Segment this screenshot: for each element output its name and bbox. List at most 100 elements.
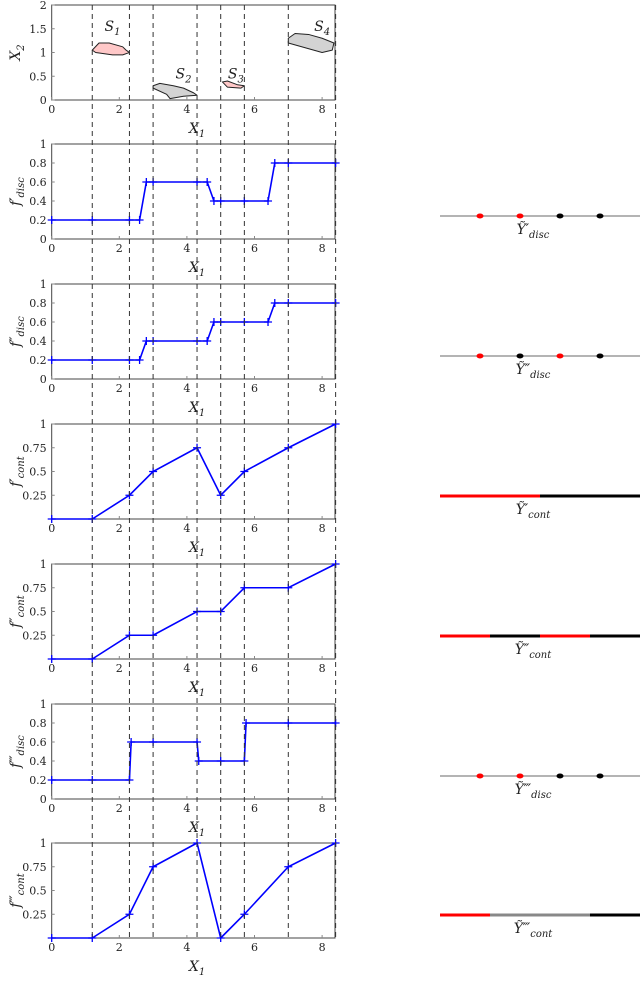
- data-point-marker: [203, 337, 212, 345]
- x-tick-label: 2: [116, 662, 123, 675]
- x-axis-label: X1: [188, 260, 205, 279]
- x-tick-label: 0: [48, 802, 55, 815]
- y-axis-label: X2: [8, 44, 27, 61]
- x-tick-label: 0: [48, 522, 55, 535]
- data-point-marker: [194, 757, 203, 765]
- data-point-marker: [135, 216, 144, 224]
- x-axis-label-sub: 1: [199, 967, 205, 978]
- x-tick-label: 2: [116, 522, 123, 535]
- data-point-marker: [270, 299, 279, 307]
- data-point-marker: [127, 738, 136, 746]
- region-label-s4: S4: [314, 19, 330, 38]
- axis-box: [51, 842, 336, 939]
- x-tick-label: 4: [183, 941, 190, 954]
- series-line: [51, 302, 336, 361]
- region-label-s4-sub: 4: [323, 27, 330, 38]
- projection-point-positive: [476, 773, 484, 779]
- axis-box: [51, 143, 336, 240]
- axis-box: [51, 4, 336, 101]
- region-label-s3-sub: 3: [238, 75, 244, 86]
- y-axis-label-sub: disc: [16, 735, 27, 756]
- data-point-marker: [264, 318, 273, 326]
- x-tick-label: 4: [183, 522, 190, 535]
- y-axis-label-main: f‴: [8, 755, 24, 769]
- projection-label-sub: cont: [529, 650, 552, 661]
- x-tick-label: 6: [251, 382, 258, 395]
- projection-point-positive: [516, 773, 524, 779]
- data-point-marker: [47, 776, 56, 784]
- region-s2: [152, 82, 198, 100]
- x-axis-label-sub: 1: [199, 828, 205, 839]
- x-tick-label: 8: [319, 522, 326, 535]
- x-axis-label-sub: 1: [199, 408, 205, 419]
- y-tick-label: 0.25: [22, 908, 47, 921]
- x-tick-label: 0: [48, 242, 55, 255]
- axis-box: [51, 703, 336, 800]
- projection-label: Ỹ″disc: [516, 360, 551, 381]
- region-label-s1-main: S: [105, 19, 115, 35]
- y-tick-label: 0.75: [22, 582, 47, 595]
- x-tick-label: 6: [251, 662, 258, 675]
- x-axis-label-sub: 1: [199, 129, 205, 140]
- y-tick-label: 1: [40, 558, 47, 571]
- x-tick-label: 8: [319, 662, 326, 675]
- y-axis-label: f′disc: [8, 177, 27, 207]
- projection-label-sub: disc: [529, 230, 550, 241]
- projection-label-main: Ỹ′: [516, 500, 529, 518]
- y-tick-label: 0.8: [29, 297, 47, 310]
- x-tick-label: 4: [183, 242, 190, 255]
- y-tick-label: 0.2: [29, 214, 47, 227]
- series-line: [51, 722, 336, 781]
- data-point-marker: [264, 197, 273, 205]
- y-tick-label: 0.5: [29, 885, 47, 898]
- projection-label-sub: cont: [530, 929, 553, 940]
- x-tick-label: 8: [319, 103, 326, 116]
- y-tick-label: 0.4: [29, 335, 47, 348]
- projection-point-negative: [556, 773, 564, 779]
- data-point-marker: [270, 159, 279, 167]
- x-axis-label-sub: 1: [199, 548, 205, 559]
- x-tick-label: 0: [48, 662, 55, 675]
- x-tick-label: 6: [251, 103, 258, 116]
- y-tick-label: 1: [40, 47, 47, 60]
- region-label-s1: S1: [105, 19, 121, 38]
- projection-label-main: Ỹ‴: [514, 919, 531, 937]
- data-point-marker: [47, 655, 56, 663]
- x-tick-label: 4: [183, 662, 190, 675]
- y-tick-label: 0.8: [29, 157, 47, 170]
- y-axis-label: f‴disc: [8, 735, 27, 769]
- x-tick-label: 6: [251, 802, 258, 815]
- y-tick-label: 0.6: [29, 176, 47, 189]
- projection-label-main: Ỹ′: [517, 220, 530, 238]
- data-point-marker: [203, 178, 212, 186]
- x-tick-label: 6: [251, 941, 258, 954]
- x-tick-label: 2: [116, 103, 123, 116]
- projection-point-positive: [476, 353, 484, 359]
- projection-point-negative: [516, 353, 524, 359]
- data-point-marker: [47, 356, 56, 364]
- y-tick-label: 0: [40, 233, 47, 246]
- y-tick-label: 0.5: [29, 466, 47, 479]
- y-tick-label: 0.25: [22, 629, 47, 642]
- region-label-s2-sub: 2: [184, 75, 191, 86]
- y-tick-label: 1: [40, 837, 47, 850]
- y-tick-label: 1: [40, 418, 47, 431]
- y-tick-label: 0.2: [29, 354, 47, 367]
- x-tick-label: 2: [116, 382, 123, 395]
- data-point-marker: [142, 178, 151, 186]
- y-axis-label-main: X: [8, 50, 24, 62]
- y-tick-label: 0: [40, 373, 47, 386]
- x-axis-label: X1: [188, 959, 205, 978]
- x-axis-label-main: X: [188, 260, 200, 276]
- y-axis-label-sub: 2: [16, 44, 27, 51]
- x-tick-label: 4: [183, 802, 190, 815]
- x-tick-label: 4: [183, 103, 190, 116]
- projection-point-negative: [556, 213, 564, 219]
- y-axis-label-main: f″: [8, 336, 24, 348]
- projection-label: Ỹ‴disc: [515, 780, 552, 801]
- y-tick-label: 0: [40, 94, 47, 107]
- region-label-s2: S2: [176, 67, 192, 86]
- x-tick-label: 2: [116, 941, 123, 954]
- data-point-marker: [135, 356, 144, 364]
